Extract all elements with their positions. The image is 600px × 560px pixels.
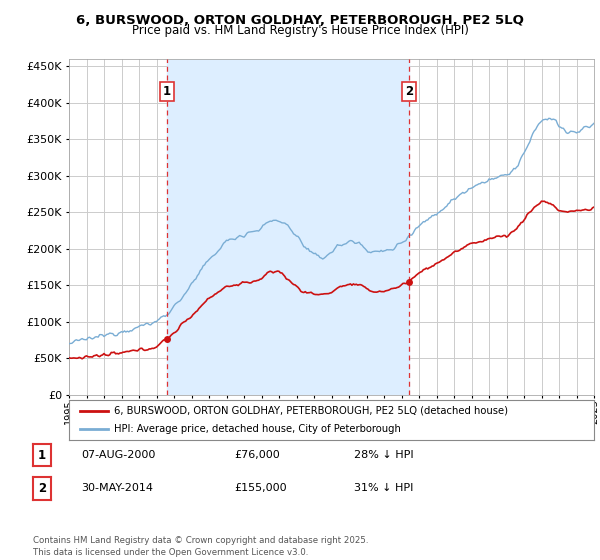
Text: HPI: Average price, detached house, City of Peterborough: HPI: Average price, detached house, City… [113, 424, 401, 434]
Text: 1: 1 [163, 85, 171, 98]
Text: 1: 1 [38, 449, 46, 462]
Text: 30-MAY-2014: 30-MAY-2014 [81, 483, 153, 493]
Text: Price paid vs. HM Land Registry's House Price Index (HPI): Price paid vs. HM Land Registry's House … [131, 24, 469, 37]
Text: 31% ↓ HPI: 31% ↓ HPI [354, 483, 413, 493]
Text: 6, BURSWOOD, ORTON GOLDHAY, PETERBOROUGH, PE2 5LQ (detached house): 6, BURSWOOD, ORTON GOLDHAY, PETERBOROUGH… [113, 406, 508, 416]
Text: 6, BURSWOOD, ORTON GOLDHAY, PETERBOROUGH, PE2 5LQ: 6, BURSWOOD, ORTON GOLDHAY, PETERBOROUGH… [76, 14, 524, 27]
Text: Contains HM Land Registry data © Crown copyright and database right 2025.
This d: Contains HM Land Registry data © Crown c… [33, 536, 368, 557]
Text: 2: 2 [405, 85, 413, 98]
Bar [167, 59, 409, 395]
Text: £76,000: £76,000 [234, 450, 280, 460]
Text: 2: 2 [38, 482, 46, 495]
Text: 07-AUG-2000: 07-AUG-2000 [81, 450, 155, 460]
Text: 28% ↓ HPI: 28% ↓ HPI [354, 450, 413, 460]
Text: £155,000: £155,000 [234, 483, 287, 493]
